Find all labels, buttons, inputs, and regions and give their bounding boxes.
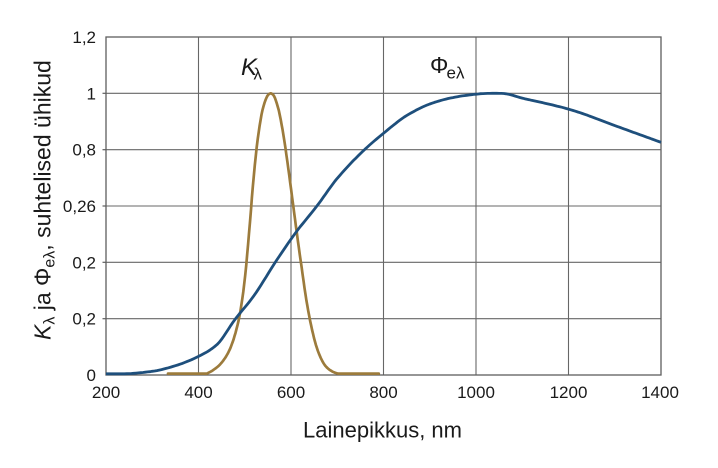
svg-text:400: 400 xyxy=(184,383,212,402)
svg-text:0: 0 xyxy=(87,366,96,385)
svg-text:0,2: 0,2 xyxy=(72,310,96,329)
svg-text:1000: 1000 xyxy=(457,383,495,402)
svg-text:eλ: eλ xyxy=(447,64,465,83)
svg-text:Lainepikkus, nm: Lainepikkus, nm xyxy=(303,418,462,443)
svg-text:1,2: 1,2 xyxy=(72,28,96,47)
svg-text:600: 600 xyxy=(277,383,305,402)
svg-text:1200: 1200 xyxy=(550,383,588,402)
svg-text:1400: 1400 xyxy=(641,383,679,402)
svg-text:λ: λ xyxy=(254,65,263,84)
svg-text:200: 200 xyxy=(92,383,120,402)
svg-text:Kλ ja Φeλ, suhtelised ühikud: Kλ ja Φeλ, suhtelised ühikud xyxy=(30,60,59,340)
svg-text:Φ: Φ xyxy=(430,52,448,78)
svg-text:800: 800 xyxy=(369,383,397,402)
svg-text:K: K xyxy=(241,54,258,81)
svg-text:0,2: 0,2 xyxy=(72,253,96,272)
svg-text:1: 1 xyxy=(87,84,96,103)
svg-text:0,26: 0,26 xyxy=(63,197,96,216)
svg-text:0,8: 0,8 xyxy=(72,141,96,160)
